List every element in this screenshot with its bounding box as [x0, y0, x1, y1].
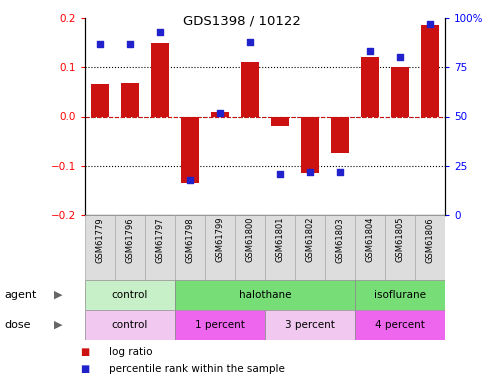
Bar [91, 84, 109, 117]
Text: percentile rank within the sample: percentile rank within the sample [109, 364, 285, 374]
Bar [331, 117, 349, 153]
Text: control: control [112, 290, 148, 300]
Point [156, 29, 164, 35]
Bar [151, 43, 169, 117]
Text: 1 percent: 1 percent [195, 320, 245, 330]
Text: ▶: ▶ [54, 320, 62, 330]
Bar [355, 280, 445, 310]
Text: GSM61804: GSM61804 [366, 217, 374, 262]
Point [126, 40, 134, 46]
Text: agent: agent [5, 290, 37, 300]
Point [216, 110, 224, 116]
Text: isoflurane: isoflurane [374, 290, 426, 300]
Bar [391, 67, 409, 117]
Text: GSM61799: GSM61799 [215, 217, 225, 262]
Text: GSM61805: GSM61805 [396, 217, 404, 262]
Point [366, 48, 374, 54]
Bar [271, 117, 289, 126]
Bar [355, 215, 385, 280]
Point [276, 171, 284, 177]
Bar [421, 26, 439, 117]
Bar [211, 112, 229, 117]
Bar [355, 310, 445, 340]
Text: GSM61796: GSM61796 [126, 217, 134, 262]
Bar [235, 215, 265, 280]
Bar [175, 215, 205, 280]
Bar [301, 117, 319, 173]
Bar [115, 215, 145, 280]
Text: GDS1398 / 10122: GDS1398 / 10122 [183, 14, 300, 27]
Bar [361, 57, 379, 117]
Bar [85, 310, 175, 340]
Bar [85, 215, 115, 280]
Point [186, 177, 194, 183]
Text: GSM61803: GSM61803 [336, 217, 344, 262]
Point [426, 21, 434, 27]
Text: halothane: halothane [239, 290, 291, 300]
Bar [265, 215, 295, 280]
Text: GSM61801: GSM61801 [275, 217, 284, 262]
Text: control: control [112, 320, 148, 330]
Text: GSM61806: GSM61806 [426, 217, 435, 262]
Text: GSM61802: GSM61802 [306, 217, 314, 262]
Text: GSM61800: GSM61800 [245, 217, 255, 262]
Point [306, 169, 314, 175]
Bar [121, 83, 139, 117]
Point [96, 40, 104, 46]
Bar [175, 280, 355, 310]
Text: log ratio: log ratio [109, 347, 153, 357]
Text: ▶: ▶ [54, 290, 62, 300]
Text: ■: ■ [80, 347, 89, 357]
Text: GSM61779: GSM61779 [96, 217, 104, 262]
Text: ■: ■ [80, 364, 89, 374]
Bar [241, 62, 259, 117]
Bar [181, 117, 199, 183]
Bar [85, 280, 175, 310]
Bar [265, 310, 355, 340]
Text: GSM61797: GSM61797 [156, 217, 165, 262]
Bar [385, 215, 415, 280]
Bar [325, 215, 355, 280]
Bar [145, 215, 175, 280]
Bar [175, 310, 265, 340]
Text: GSM61798: GSM61798 [185, 217, 195, 262]
Point [396, 54, 404, 60]
Point [246, 39, 254, 45]
Bar [295, 215, 325, 280]
Text: dose: dose [5, 320, 31, 330]
Point [336, 169, 344, 175]
Bar [205, 215, 235, 280]
Text: 4 percent: 4 percent [375, 320, 425, 330]
Text: 3 percent: 3 percent [285, 320, 335, 330]
Bar [415, 215, 445, 280]
